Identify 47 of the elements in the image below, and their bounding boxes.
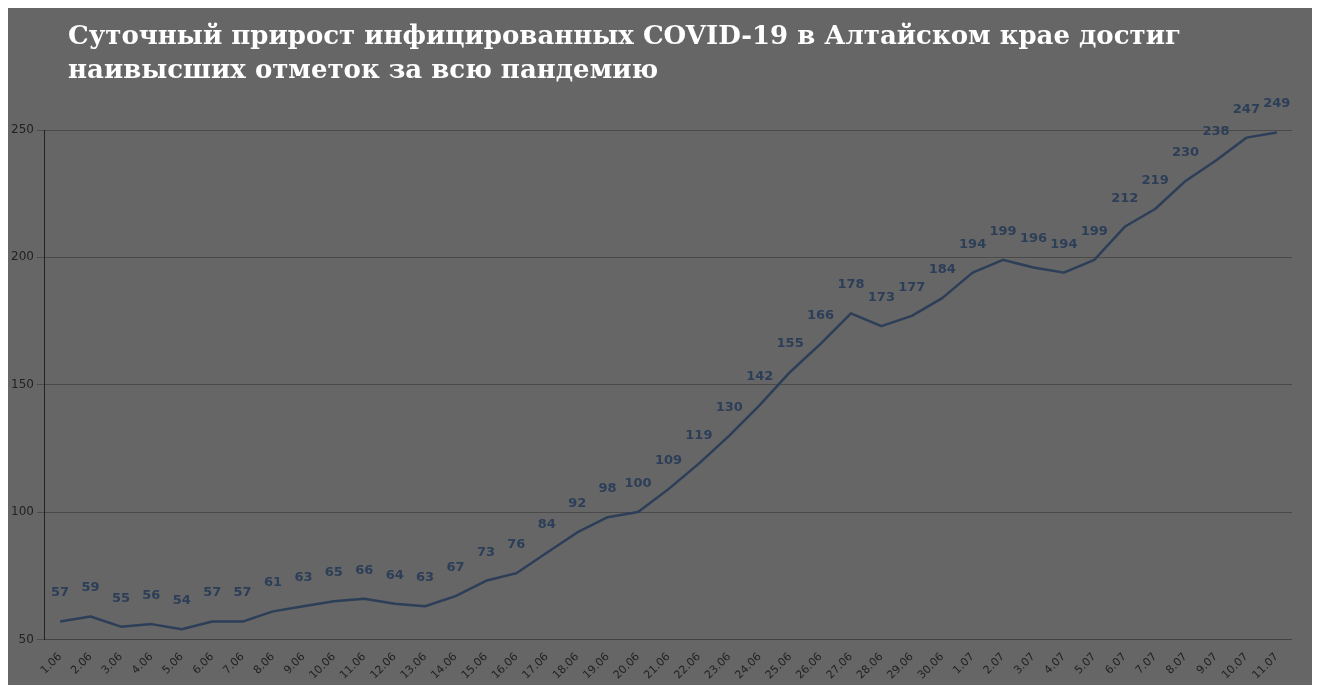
data-label: 56 bbox=[142, 586, 161, 602]
data-label: 219 bbox=[1141, 171, 1169, 187]
data-label: 194 bbox=[1050, 235, 1078, 251]
data-label: 98 bbox=[598, 480, 617, 496]
data-label: 63 bbox=[416, 569, 435, 585]
data-label: 76 bbox=[507, 536, 526, 552]
data-label: 166 bbox=[806, 306, 835, 322]
data-label: 54 bbox=[172, 592, 191, 608]
data-label: 196 bbox=[1019, 230, 1048, 246]
data-label: 177 bbox=[898, 278, 926, 294]
chart-title: Суточный прирост инфицированных COVID-19 в Алтайском крае достиг наивысших отметок за всю пандемию bbox=[67, 19, 1182, 86]
data-label: 142 bbox=[746, 367, 774, 383]
data-label: 100 bbox=[624, 474, 652, 490]
data-label: 67 bbox=[446, 558, 465, 574]
data-label: 73 bbox=[476, 543, 495, 559]
data-label: 119 bbox=[685, 426, 713, 442]
data-label: 247 bbox=[1232, 100, 1260, 116]
data-label: 57 bbox=[203, 584, 222, 600]
data-label: 109 bbox=[654, 452, 683, 467]
data-label: 130 bbox=[715, 398, 743, 414]
y-tick-label: 100 bbox=[11, 504, 34, 519]
y-tick-label: 150 bbox=[11, 376, 34, 391]
data-label: 238 bbox=[1202, 123, 1230, 139]
data-label: 249 bbox=[1263, 95, 1291, 111]
data-label: 84 bbox=[537, 515, 556, 531]
data-label: 63 bbox=[294, 569, 313, 585]
data-label: 178 bbox=[837, 276, 865, 292]
data-label: 92 bbox=[568, 495, 587, 511]
y-tick-label: 50 bbox=[18, 631, 34, 646]
data-label: 64 bbox=[385, 566, 404, 582]
data-label: 212 bbox=[1111, 189, 1139, 205]
data-label: 57 bbox=[51, 584, 70, 600]
data-label: 66 bbox=[355, 561, 374, 577]
data-label: 59 bbox=[81, 579, 100, 595]
y-tick-label: 250 bbox=[11, 122, 34, 137]
data-label: 65 bbox=[324, 564, 343, 580]
data-label: 173 bbox=[867, 288, 895, 304]
data-label: 55 bbox=[111, 589, 130, 605]
data-label: 61 bbox=[263, 574, 283, 590]
data-label: 230 bbox=[1171, 143, 1200, 159]
data-label: 199 bbox=[989, 222, 1017, 238]
data-label: 199 bbox=[1080, 222, 1108, 238]
data-label: 184 bbox=[928, 260, 956, 276]
data-label: 57 bbox=[233, 584, 252, 600]
y-tick-label: 200 bbox=[11, 249, 34, 264]
data-label: 155 bbox=[776, 334, 804, 350]
data-label: 194 bbox=[959, 235, 987, 251]
